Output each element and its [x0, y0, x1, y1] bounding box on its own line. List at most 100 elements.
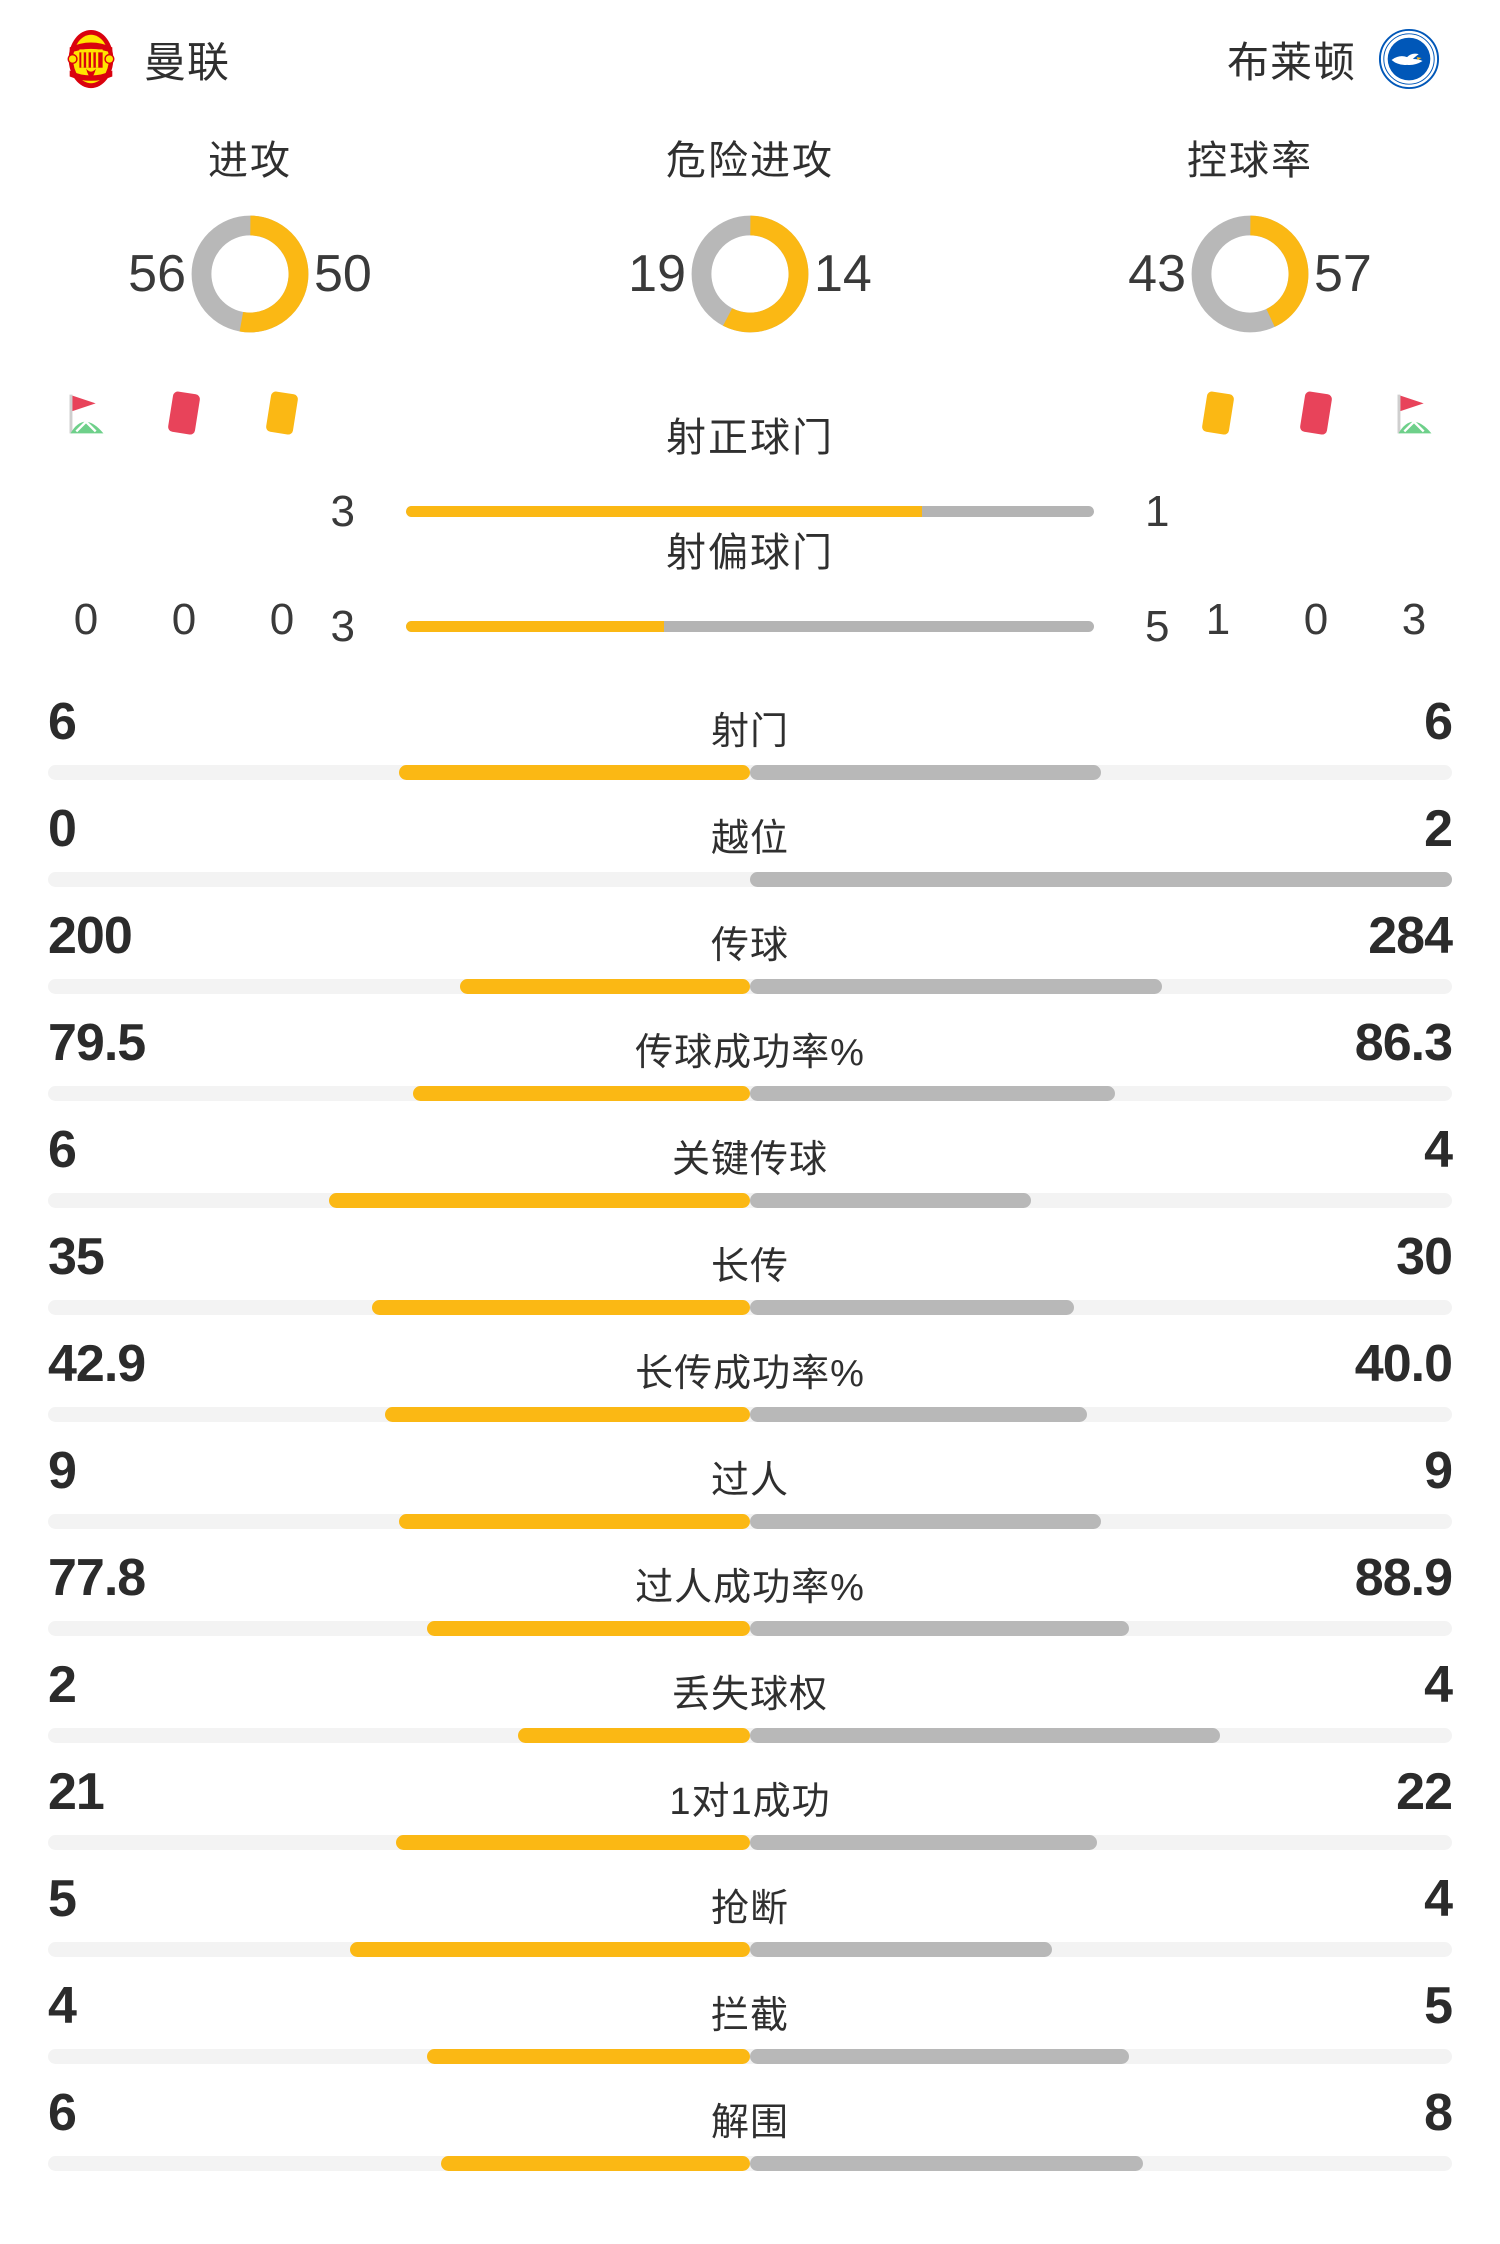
stat-home-fill: [328, 1193, 750, 1208]
shots-off-target-home-fill: [406, 621, 664, 632]
stat-away-fill: [750, 1407, 1087, 1422]
stat-home-fill: [518, 1728, 750, 1743]
stat-label: 射门: [710, 711, 789, 753]
stat-away-value: 4: [1424, 1121, 1453, 1179]
corner-flag-icon: [69, 394, 104, 434]
stat-label: 传球成功率%: [635, 1032, 865, 1074]
stat-away-fill: [750, 765, 1101, 780]
stat-row: 4 拦截 5: [0, 1964, 1500, 2071]
shots-on-target-home: 3: [330, 487, 355, 536]
stat-away-fill: [750, 1193, 1031, 1208]
donut-chart: 56 50: [128, 210, 372, 338]
stat-away-value: 22: [1396, 1763, 1453, 1821]
stat-away-value: 30: [1396, 1228, 1453, 1286]
stat-row: 6 射门 6: [0, 680, 1500, 787]
stat-away-value: 9: [1424, 1442, 1453, 1500]
home-team-name: 曼联: [144, 38, 231, 86]
red-card-icon: [168, 391, 200, 435]
stat-home-value: 77.8: [48, 1549, 146, 1607]
away-team: 布莱顿: [1227, 28, 1440, 90]
home-red-card-value: 0: [171, 595, 197, 644]
stat-away-value: 8: [1424, 2084, 1453, 2142]
shots-on-target-label: 射正球门: [666, 416, 834, 460]
shots-off-target-away: 5: [1145, 602, 1170, 651]
stat-away-fill: [750, 1300, 1075, 1315]
stat-home-value: 6: [48, 1121, 77, 1179]
stat-bar-track: [48, 765, 1452, 780]
stat-home-fill: [349, 1942, 750, 1957]
stat-row: 2 丢失球权 4: [0, 1643, 1500, 1750]
stat-row: 79.5 传球成功率% 86.3: [0, 1001, 1500, 1108]
stat-bar-track: [48, 872, 1452, 887]
stat-home-fill: [441, 2156, 750, 2171]
stat-label: 过人: [710, 1460, 789, 1502]
stat-home-fill: [460, 979, 750, 994]
stat-label: 长传成功率%: [635, 1353, 865, 1395]
shots-off-target-row: 3 5: [0, 602, 1500, 651]
shots-on-target-row: 3 1: [0, 487, 1500, 536]
stat-label: 丢失球权: [671, 1674, 828, 1716]
donut-dangerous-attacks: 危险进攻 19 14: [500, 118, 1000, 410]
stat-row: 0 越位 2: [0, 787, 1500, 894]
stat-away-value: 4: [1424, 1870, 1453, 1928]
donut-summary: 进攻 56 50 危险进攻 19 14 控球率: [0, 118, 1500, 410]
stat-home-fill: [384, 1407, 750, 1422]
stat-bar-track: [48, 2049, 1452, 2064]
stat-label: 拦截: [710, 1995, 789, 2037]
stat-row: 6 关键传球 4: [0, 1108, 1500, 1215]
stat-bar-track: [48, 1407, 1452, 1422]
home-yellow-card-value: 0: [269, 595, 295, 644]
donut-title: 控球率: [1187, 139, 1313, 183]
stat-home-value: 200: [48, 907, 133, 965]
stat-bar-track: [48, 1835, 1452, 1850]
corner-flag-icon: [1397, 394, 1432, 434]
donut-home-value: 19: [628, 245, 686, 303]
brighton-hove-albion-crest-icon: [1378, 28, 1440, 90]
away-team-name: 布莱顿: [1226, 38, 1356, 86]
home-team: 曼联: [60, 28, 230, 90]
stat-home-fill: [427, 1621, 750, 1636]
stat-home-value: 2: [48, 1656, 77, 1714]
stat-row: 5 抢断 4: [0, 1857, 1500, 1964]
home-discipline-values: 0 0 0: [55, 595, 313, 645]
stat-row: 77.8 过人成功率% 88.9: [0, 1536, 1500, 1643]
stat-label: 过人成功率%: [635, 1567, 865, 1609]
donut-chart: 19 14: [628, 210, 872, 338]
discipline-and-target-section: 射正球门 射偏球门: [0, 391, 1500, 665]
donut-away-value: 50: [314, 245, 372, 303]
stat-away-fill: [750, 2049, 1130, 2064]
shots-off-target-home: 3: [330, 602, 355, 651]
stat-away-value: 6: [1424, 693, 1453, 751]
stat-label: 传球: [710, 925, 789, 967]
stat-away-value: 2: [1424, 800, 1453, 858]
stat-away-fill: [750, 1942, 1052, 1957]
donut-ring: [691, 215, 809, 333]
stat-home-fill: [372, 1300, 750, 1315]
home-corner-value: 0: [73, 595, 99, 644]
match-header: 曼联 布莱顿: [0, 0, 1500, 118]
stat-bar-track: [48, 1193, 1452, 1208]
donut-home-value: 43: [1128, 245, 1186, 303]
stat-home-value: 79.5: [48, 1014, 146, 1072]
yellow-card-icon: [1202, 391, 1234, 435]
stat-label: 越位: [710, 818, 789, 860]
home-discipline-icons: [55, 383, 313, 445]
away-red-card-value: 0: [1303, 595, 1329, 644]
stat-home-fill: [399, 1514, 750, 1529]
stat-home-fill: [395, 1835, 750, 1850]
stat-row: 9 过人 9: [0, 1429, 1500, 1536]
stats-list: 6 射门 6 0 越位 2 200 传球 284 79.5 传球成功率% 86.3 6 关键传球 4 35 长传…: [0, 680, 1500, 2178]
stat-row: 21 1对1成功 22: [0, 1750, 1500, 1857]
stat-away-value: 86.3: [1354, 1014, 1453, 1072]
shots-on-target-away: 1: [1145, 487, 1170, 536]
away-discipline-icons: [1187, 383, 1445, 445]
stat-away-fill: [750, 979, 1163, 994]
stat-home-fill: [399, 765, 750, 780]
away-yellow-card-value: 1: [1205, 595, 1231, 644]
stat-away-value: 284: [1368, 907, 1453, 965]
stat-bar-track: [48, 2156, 1452, 2171]
stat-home-value: 6: [48, 2084, 77, 2142]
stat-bar-track: [48, 1621, 1452, 1636]
stat-label: 关键传球: [671, 1139, 828, 1181]
stat-home-value: 6: [48, 693, 77, 751]
